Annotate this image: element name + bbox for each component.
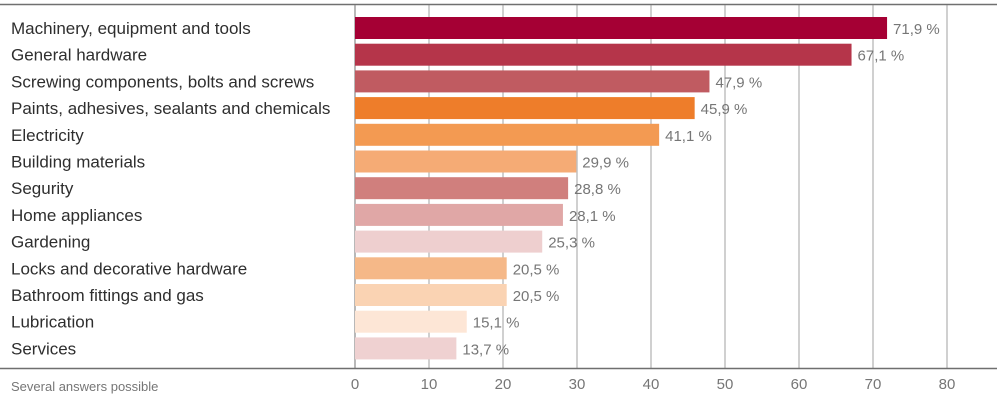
data-label: 45,9 % [701,101,748,118]
category-label: Lubrication [11,313,94,332]
bar [355,43,852,66]
x-tick-label: 40 [643,376,660,393]
x-tick-label: 50 [717,376,734,393]
category-label: Building materials [11,153,145,172]
x-tick-label: 60 [791,376,808,393]
x-tick-label: 0 [351,376,359,393]
data-label: 28,8 % [574,181,621,198]
x-tick-label: 70 [865,376,882,393]
category-label: Services [11,339,76,358]
data-label: 25,3 % [548,235,595,252]
category-label: Gardening [11,233,90,252]
bar [355,150,577,173]
bars [355,17,888,360]
x-tick-labels: 0 10 20 30 40 50 60 70 80 [351,376,956,393]
bar [355,337,457,360]
bar [355,230,543,253]
data-label: 67,1 % [858,48,905,65]
bar [355,97,695,120]
bar [355,310,467,333]
category-label: Electricity [11,126,84,145]
bar [355,257,507,280]
data-label: 13,7 % [462,341,509,358]
category-label: Machinery, equipment and tools [11,19,251,38]
data-label: 20,5 % [513,288,560,305]
bar [355,203,563,226]
x-tick-label: 80 [939,376,956,393]
category-label: General hardware [11,46,147,65]
x-tick-label: 20 [495,376,512,393]
category-label: Paints, adhesives, sealants and chemical… [11,99,330,118]
category-label: Screwing components, bolts and screws [11,72,314,91]
data-label: 47,9 % [715,74,762,91]
category-labels: Machinery, equipment and tools General ha… [11,19,330,358]
data-label: 71,9 % [893,21,940,38]
x-tick-label: 10 [421,376,438,393]
x-tick-label: 30 [569,376,586,393]
bar [355,17,888,39]
bar [355,177,569,200]
data-label: 29,9 % [582,155,629,172]
category-label: Locks and decorative hardware [11,259,247,278]
category-label: Segurity [11,179,74,198]
bar [355,123,660,146]
value-labels: 71,9 % 67,1 % 47,9 % 45,9 % 41,1 % 29,9 % 28,8… [462,21,939,358]
data-label: 28,1 % [569,208,616,225]
category-label: Home appliances [11,206,142,225]
category-label: Bathroom fittings and gas [11,286,204,305]
footnote: Several answers possible [11,379,158,394]
data-label: 20,5 % [513,261,560,278]
data-label: 15,1 % [473,315,520,332]
data-label: 41,1 % [665,128,712,145]
bar [355,70,710,93]
bar [355,284,507,306]
